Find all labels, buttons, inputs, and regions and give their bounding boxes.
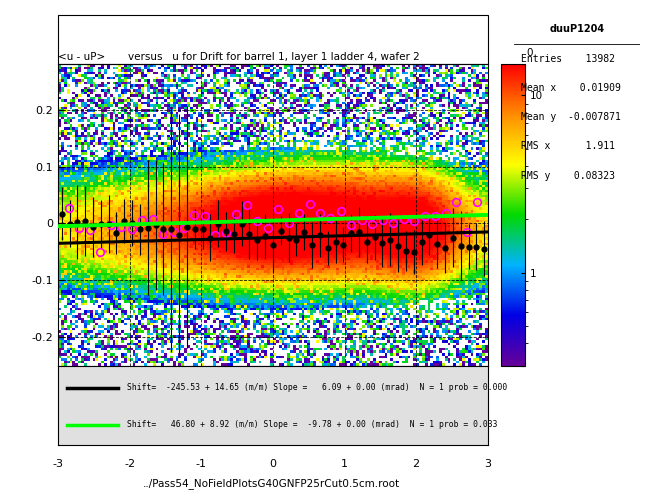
Text: 3: 3 xyxy=(484,459,491,469)
Text: RMS y    0.08323: RMS y 0.08323 xyxy=(521,170,614,181)
Text: duuP1204: duuP1204 xyxy=(550,24,605,35)
Text: ../Pass54_NoFieldPlotsG40GNFP25rCut0.5cm.root: ../Pass54_NoFieldPlotsG40GNFP25rCut0.5cm… xyxy=(143,478,400,489)
Text: RMS x      1.911: RMS x 1.911 xyxy=(521,141,614,151)
Text: <u - uP>       versus   u for Drift for barrel 1, layer 1 ladder 4, wafer 2: <u - uP> versus u for Drift for barrel 1… xyxy=(58,52,420,62)
Text: 0: 0 xyxy=(269,459,276,469)
Text: Entries    13982: Entries 13982 xyxy=(521,54,614,64)
Text: 2: 2 xyxy=(413,459,420,469)
Text: 0: 0 xyxy=(526,48,533,58)
Text: Mean x    0.01909: Mean x 0.01909 xyxy=(521,83,620,93)
Text: -1: -1 xyxy=(196,459,207,469)
Text: Shift=  -245.53 + 14.65 (m/m) Slope =   6.09 + 0.00 (mrad)  N = 1 prob = 0.000: Shift= -245.53 + 14.65 (m/m) Slope = 6.0… xyxy=(127,383,507,392)
Text: 1: 1 xyxy=(341,459,348,469)
Text: -2: -2 xyxy=(124,459,135,469)
Text: -3: -3 xyxy=(52,459,64,469)
Text: Mean y  -0.007871: Mean y -0.007871 xyxy=(521,112,620,122)
Text: Shift=   46.80 + 8.92 (m/m) Slope =  -9.78 + 0.00 (mrad)  N = 1 prob = 0.033: Shift= 46.80 + 8.92 (m/m) Slope = -9.78 … xyxy=(127,420,497,429)
